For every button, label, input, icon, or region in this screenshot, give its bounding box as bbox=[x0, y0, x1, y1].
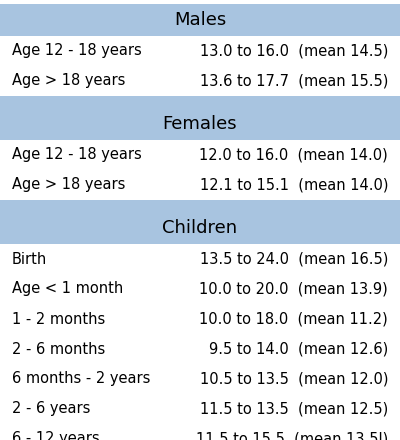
Bar bbox=[0, 364, 400, 394]
Text: Age 12 - 18 years: Age 12 - 18 years bbox=[12, 147, 142, 162]
Bar bbox=[0, 424, 400, 440]
Text: 10.0 to 18.0  (mean 11.2): 10.0 to 18.0 (mean 11.2) bbox=[199, 312, 388, 326]
Text: 2 - 6 months: 2 - 6 months bbox=[12, 341, 105, 356]
Text: 6 - 12 years: 6 - 12 years bbox=[12, 432, 100, 440]
Bar bbox=[0, 36, 400, 66]
Bar bbox=[0, 4, 400, 36]
Bar bbox=[0, 108, 400, 140]
Text: 12.0 to 16.0  (mean 14.0): 12.0 to 16.0 (mean 14.0) bbox=[199, 147, 388, 162]
Text: 11.5 to 13.5  (mean 12.5): 11.5 to 13.5 (mean 12.5) bbox=[200, 401, 388, 417]
Text: 11.5 to 15.5  (mean 13.5l): 11.5 to 15.5 (mean 13.5l) bbox=[196, 432, 388, 440]
Bar bbox=[0, 304, 400, 334]
Text: Age 12 - 18 years: Age 12 - 18 years bbox=[12, 44, 142, 59]
Bar bbox=[0, 140, 400, 170]
Text: Age > 18 years: Age > 18 years bbox=[12, 177, 125, 192]
Text: Males: Males bbox=[174, 11, 226, 29]
Text: 13.6 to 17.7  (mean 15.5): 13.6 to 17.7 (mean 15.5) bbox=[200, 73, 388, 88]
Text: Age > 18 years: Age > 18 years bbox=[12, 73, 125, 88]
Text: 9.5 to 14.0  (mean 12.6): 9.5 to 14.0 (mean 12.6) bbox=[209, 341, 388, 356]
Text: Age < 1 month: Age < 1 month bbox=[12, 282, 123, 297]
Text: 10.0 to 20.0  (mean 13.9): 10.0 to 20.0 (mean 13.9) bbox=[199, 282, 388, 297]
Bar bbox=[0, 200, 400, 212]
Text: 12.1 to 15.1  (mean 14.0): 12.1 to 15.1 (mean 14.0) bbox=[200, 177, 388, 192]
Bar bbox=[0, 394, 400, 424]
Bar bbox=[0, 212, 400, 244]
Bar bbox=[0, 66, 400, 96]
Text: Children: Children bbox=[162, 219, 238, 237]
Text: 6 months - 2 years: 6 months - 2 years bbox=[12, 371, 150, 386]
Text: 10.5 to 13.5  (mean 12.0): 10.5 to 13.5 (mean 12.0) bbox=[200, 371, 388, 386]
Bar bbox=[0, 334, 400, 364]
Bar bbox=[0, 244, 400, 274]
Text: 13.5 to 24.0  (mean 16.5): 13.5 to 24.0 (mean 16.5) bbox=[200, 252, 388, 267]
Text: Birth: Birth bbox=[12, 252, 47, 267]
Text: 2 - 6 years: 2 - 6 years bbox=[12, 401, 90, 417]
Bar bbox=[0, 274, 400, 304]
Text: 1 - 2 months: 1 - 2 months bbox=[12, 312, 105, 326]
Bar bbox=[0, 170, 400, 200]
Text: 13.0 to 16.0  (mean 14.5): 13.0 to 16.0 (mean 14.5) bbox=[200, 44, 388, 59]
Text: Females: Females bbox=[163, 115, 237, 133]
Bar bbox=[0, 96, 400, 108]
